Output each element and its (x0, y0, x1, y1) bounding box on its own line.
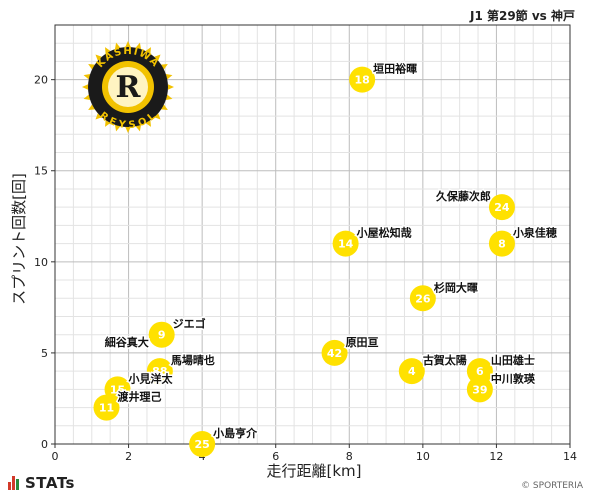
logo-sun-ray (83, 94, 91, 101)
y-tick-label: 20 (34, 74, 48, 87)
logo-sun-ray (125, 41, 131, 48)
data-label: 小島亨介 (212, 426, 258, 440)
data-label: 杉岡大暉 (434, 280, 478, 294)
data-point-number: 11 (99, 402, 114, 415)
data-label: 久保藤次郎 (436, 189, 491, 203)
data-point-number: 15 (110, 383, 125, 396)
data-label: 小泉佳穂 (512, 226, 557, 240)
logo-sun-ray (82, 84, 89, 90)
logo-sun-ray (145, 120, 151, 127)
x-axis-label: 走行距離[km] (266, 462, 361, 480)
y-axis-label: スプリント回数[回] (10, 173, 28, 305)
data-point (349, 66, 376, 93)
stats-brand-logo: STATs (8, 474, 75, 492)
x-tick-label: 6 (272, 450, 279, 463)
logo-sun-ray (88, 64, 95, 70)
data-point-number: 8 (498, 238, 506, 251)
logo-sun-ray (125, 126, 131, 133)
data-label: 渡井理己 (118, 390, 162, 404)
x-tick-label: 12 (489, 450, 503, 463)
data-point-number: 9 (158, 329, 166, 342)
data-point (488, 230, 515, 257)
plot-frame (54, 24, 571, 445)
x-tick-label: 2 (125, 450, 132, 463)
data-label: 馬場晴也 (171, 353, 215, 367)
stats-bars-icon (8, 476, 19, 490)
match-title: J1 第29節 vs 神戸 (469, 9, 575, 23)
logo-sun-ray (114, 124, 121, 132)
logo-sun-ray (105, 120, 111, 127)
data-point (466, 358, 493, 385)
y-tick-label: 5 (41, 347, 48, 360)
logo-sun-ray (154, 113, 161, 120)
logo-letter: R (116, 70, 142, 105)
logo-sun-ray (165, 73, 173, 80)
data-point (332, 230, 359, 257)
data-point (148, 321, 175, 348)
logo-sun-ray (88, 104, 95, 110)
data-point-number: 39 (472, 383, 487, 396)
logo-sun-ray (135, 42, 142, 50)
data-points: 18 24 14 8 26 9 42 4 6 39 88 15 11 25 (93, 66, 515, 457)
data-point (466, 376, 493, 403)
logo-sun-ray (154, 54, 161, 61)
copyright-credit: © SPORTERIA (521, 481, 583, 491)
data-point (398, 358, 425, 385)
logo-sun-ray (135, 124, 142, 132)
data-point (488, 194, 515, 221)
data-point-number: 25 (194, 438, 209, 451)
data-point-number: 88 (152, 365, 167, 378)
x-tick-label: 10 (416, 450, 430, 463)
x-tick-label: 14 (563, 450, 577, 463)
data-label: 古賀太陽 (423, 353, 467, 367)
logo-sun-ray (95, 54, 102, 61)
y-tick-label: 0 (41, 438, 48, 451)
logo-sun-ray (95, 113, 102, 120)
data-label: ジエゴ (173, 317, 206, 331)
data-label: 細谷真大 (105, 335, 149, 349)
logo-sun-ray (145, 47, 151, 54)
data-point (189, 431, 216, 457)
logo-sun-ray (83, 73, 91, 80)
data-label: 小屋松知哉 (356, 226, 412, 240)
data-point-number: 24 (494, 201, 510, 214)
data-point-number: 18 (355, 74, 370, 87)
y-tick-label: 10 (34, 256, 48, 269)
logo-sun-ray (105, 47, 111, 54)
logo-sun-ray (165, 94, 173, 101)
x-tick-label: 8 (346, 450, 353, 463)
data-label: 山田雄士 (491, 353, 535, 367)
logo-sun-ray (114, 42, 121, 50)
data-point (409, 285, 436, 312)
data-point-number: 26 (415, 292, 431, 305)
data-point-number: 4 (408, 365, 416, 378)
data-label: 中川敦瑛 (491, 371, 536, 385)
data-point-number: 6 (476, 365, 484, 378)
logo-sun-ray (161, 104, 168, 110)
data-label: 垣田裕暉 (373, 62, 417, 76)
data-point (146, 358, 173, 385)
logo-sun-ray (167, 84, 174, 90)
data-point (93, 394, 120, 421)
data-label: 小見洋太 (128, 371, 174, 385)
data-point-number: 14 (338, 238, 354, 251)
data-label: 原田亘 (346, 336, 379, 349)
x-tick-label: 0 (52, 450, 59, 463)
data-point-number: 42 (327, 347, 342, 360)
stats-brand-text: STATs (25, 474, 75, 492)
logo-center (108, 67, 148, 107)
grid-lines (54, 24, 571, 445)
data-point (321, 339, 348, 366)
y-tick-label: 15 (34, 165, 48, 178)
logo-sun-ray (161, 64, 168, 70)
